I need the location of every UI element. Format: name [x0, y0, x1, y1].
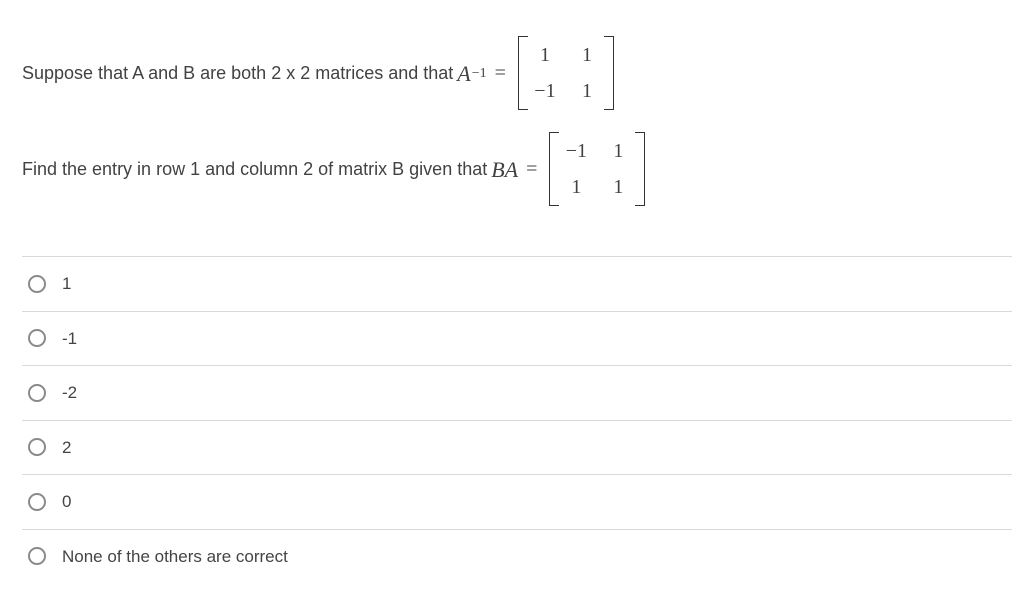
- m1-r2c1: −1: [534, 76, 556, 106]
- radio-icon[interactable]: [28, 329, 46, 347]
- option-row[interactable]: None of the others are correct: [22, 529, 1012, 584]
- m2-r2c2: 1: [607, 172, 629, 202]
- q2-var: BA: [491, 153, 518, 186]
- radio-icon[interactable]: [28, 275, 46, 293]
- m1-r2c2: 1: [576, 76, 598, 106]
- q2-prefix: Find the entry in row 1 and column 2 of …: [22, 156, 487, 183]
- radio-icon[interactable]: [28, 493, 46, 511]
- m1-r1c2: 1: [576, 40, 598, 70]
- q1-exp: −1: [472, 63, 487, 84]
- q1-eq: =: [495, 58, 506, 88]
- radio-icon[interactable]: [28, 384, 46, 402]
- m2-r1c1: −1: [565, 136, 587, 166]
- option-row[interactable]: 2: [22, 420, 1012, 475]
- q1-var: A: [457, 57, 470, 90]
- option-row[interactable]: -2: [22, 365, 1012, 420]
- option-row[interactable]: 1: [22, 256, 1012, 311]
- matrix-a-inverse: 1 1 −1 1: [518, 36, 614, 110]
- option-label: 2: [62, 435, 71, 461]
- option-row[interactable]: 0: [22, 474, 1012, 529]
- options-list: 1 -1 -2 2 0 None of the others are corre…: [22, 256, 1012, 583]
- question-line-1: Suppose that A and B are both 2 x 2 matr…: [22, 36, 1012, 110]
- q1-prefix: Suppose that A and B are both 2 x 2 matr…: [22, 60, 453, 87]
- radio-icon[interactable]: [28, 547, 46, 565]
- m2-r1c2: 1: [607, 136, 629, 166]
- matrix-ba: −1 1 1 1: [549, 132, 645, 206]
- option-label: -2: [62, 380, 77, 406]
- option-label: 0: [62, 489, 71, 515]
- option-label: -1: [62, 326, 77, 352]
- question-line-2: Find the entry in row 1 and column 2 of …: [22, 132, 1012, 206]
- option-row[interactable]: -1: [22, 311, 1012, 366]
- option-label: None of the others are correct: [62, 544, 288, 570]
- m2-r2c1: 1: [565, 172, 587, 202]
- question-block: Suppose that A and B are both 2 x 2 matr…: [22, 36, 1012, 206]
- q2-eq: =: [526, 154, 537, 184]
- option-label: 1: [62, 271, 71, 297]
- m1-r1c1: 1: [534, 40, 556, 70]
- radio-icon[interactable]: [28, 438, 46, 456]
